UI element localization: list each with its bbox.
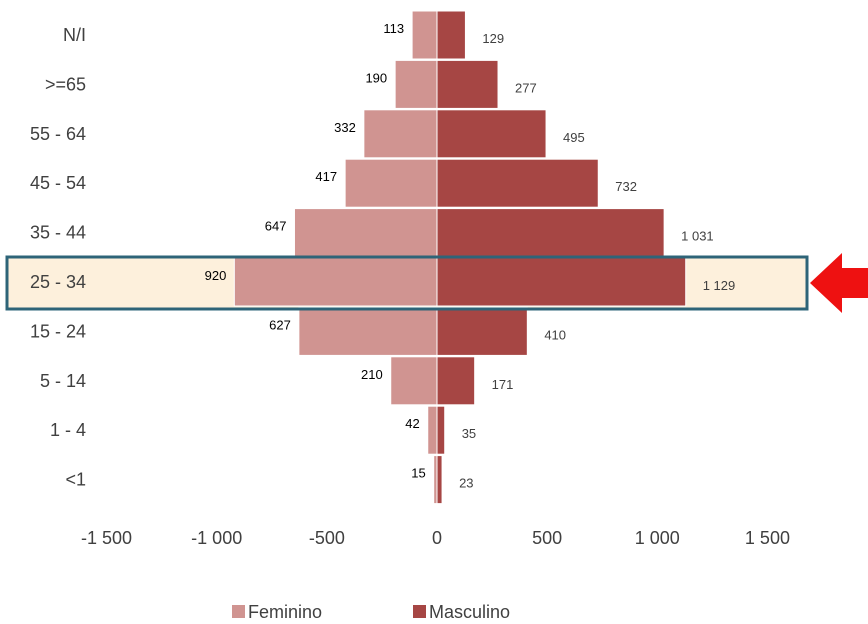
legend-label: Feminino xyxy=(248,602,322,622)
category-label: 5 - 14 xyxy=(40,371,86,391)
legend-item-feminino: Feminino xyxy=(232,602,322,622)
data-label-feminino: 113 xyxy=(383,21,404,36)
data-label-masculino: 171 xyxy=(492,377,514,392)
bar-feminino xyxy=(427,405,438,455)
data-label-masculino: 129 xyxy=(482,31,504,46)
bar-feminino xyxy=(390,356,438,406)
category-label: 45 - 54 xyxy=(30,173,86,193)
legend-label: Masculino xyxy=(429,602,510,622)
category-label: 15 - 24 xyxy=(30,321,86,341)
data-label-feminino: 332 xyxy=(334,120,356,135)
data-label-masculino: 1 031 xyxy=(681,229,714,244)
x-tick-label: 1 000 xyxy=(635,528,680,548)
bar-masculino xyxy=(436,257,687,307)
bar-masculino xyxy=(436,158,599,208)
category-label: 25 - 34 xyxy=(30,272,86,292)
data-label-feminino: 190 xyxy=(365,70,387,85)
data-label-masculino: 410 xyxy=(544,327,566,342)
legend-swatch xyxy=(413,605,426,618)
category-label: >=65 xyxy=(45,74,86,94)
bar-feminino xyxy=(411,10,438,60)
highlight-border xyxy=(5,255,809,311)
x-tick-label: 1 500 xyxy=(745,528,790,548)
bar-masculino xyxy=(436,306,528,356)
bar-masculino xyxy=(436,208,665,258)
data-label-masculino: 495 xyxy=(563,130,585,145)
bar-feminino xyxy=(233,257,438,307)
category-label: 55 - 64 xyxy=(30,124,86,144)
legend-swatch xyxy=(232,605,245,618)
bar-masculino xyxy=(436,455,443,505)
category-label: N/I xyxy=(63,25,86,45)
bar-masculino xyxy=(436,59,499,109)
data-label-feminino: 647 xyxy=(265,219,287,234)
bar-feminino xyxy=(298,306,438,356)
data-label-feminino: 210 xyxy=(361,367,383,382)
legend-item-masculino: Masculino xyxy=(413,602,510,622)
category-label: 35 - 44 xyxy=(30,223,86,243)
bar-feminino xyxy=(344,158,438,208)
bar-feminino xyxy=(363,109,438,159)
x-tick-label: -1 000 xyxy=(191,528,242,548)
data-label-feminino: 627 xyxy=(269,317,291,332)
data-label-feminino: 417 xyxy=(315,169,337,184)
bar-feminino xyxy=(293,208,438,258)
x-tick-label: 0 xyxy=(432,528,442,548)
data-label-feminino: 15 xyxy=(411,466,425,481)
data-label-masculino: 35 xyxy=(462,426,476,441)
bar-masculino xyxy=(436,356,476,406)
data-label-masculino: 23 xyxy=(459,476,473,491)
x-tick-label: 500 xyxy=(532,528,562,548)
data-label-masculino: 1 129 xyxy=(703,278,736,293)
highlight-arrow-icon xyxy=(810,253,868,313)
data-label-feminino: 920 xyxy=(205,268,227,283)
bar-masculino xyxy=(436,109,547,159)
category-label: <1 xyxy=(65,470,86,490)
bar-masculino xyxy=(436,405,446,455)
data-label-feminino: 42 xyxy=(405,416,419,431)
x-tick-label: -1 500 xyxy=(81,528,132,548)
data-label-masculino: 277 xyxy=(515,80,537,95)
data-label-masculino: 732 xyxy=(615,179,637,194)
bar-masculino xyxy=(436,10,466,60)
bar-feminino xyxy=(394,59,438,109)
x-tick-label: -500 xyxy=(309,528,345,548)
category-label: 1 - 4 xyxy=(50,420,86,440)
